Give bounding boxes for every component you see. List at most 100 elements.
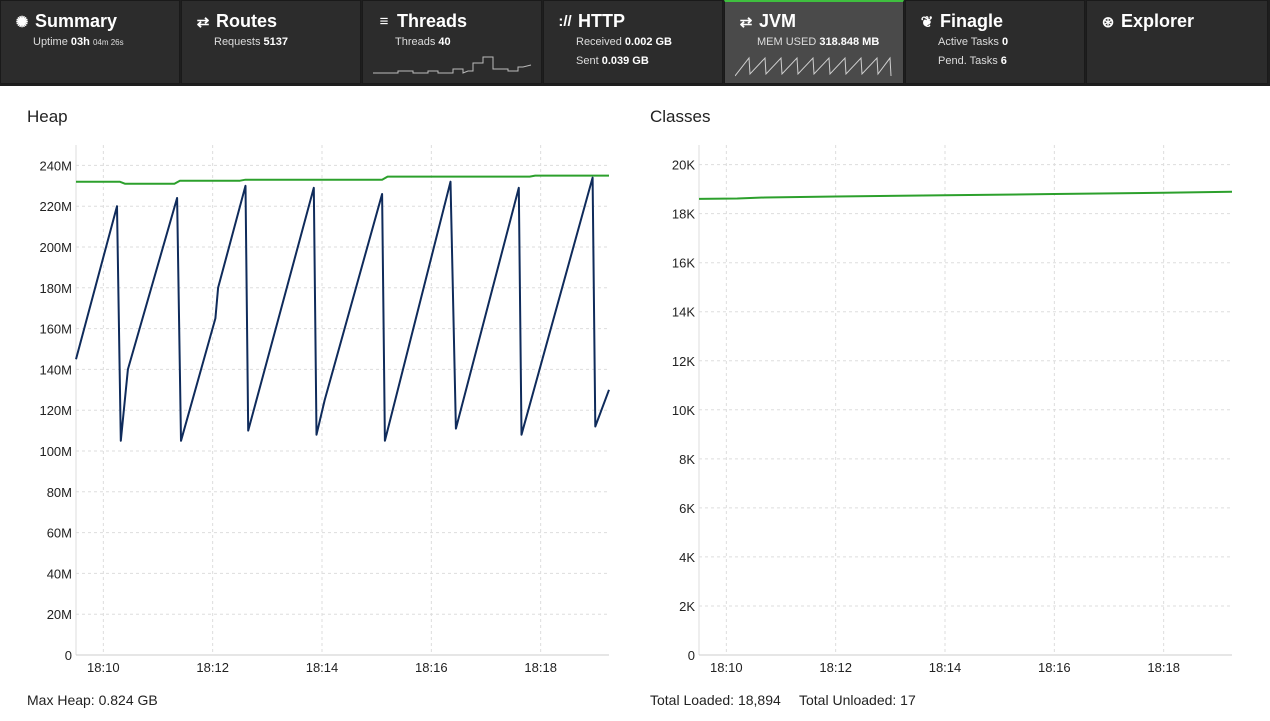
y-tick-label: 200M [39,240,72,255]
threads-value: 40 [438,36,451,48]
series-line-0 [76,174,609,185]
y-tick-label: 0 [65,648,72,663]
received-stat: Received 0.002 GB [576,36,672,48]
requests-stat: Requests 5137 [214,36,288,48]
received-label: Received [576,36,622,48]
threads-icon: ≡ [379,13,389,30]
tab-summary-title: ✺ Summary [13,11,117,32]
tab-jvm-title: ⇄ JVM [737,11,796,32]
mem-used-label: MEM USED [757,36,817,48]
classes-chart: 18:10 18:12 18:14 18:16 18:18 0 2K 4K 6K 8K 10K 12K… [672,145,1233,675]
y-tick-label: 6K [679,501,695,516]
requests-label: Requests [214,36,261,48]
y-tick-label: 80M [47,485,72,500]
total-loaded-label: Total Loaded: 18,894 [650,692,781,708]
sent-value: 0.039 GB [601,55,649,67]
tab-explorer-label: Explorer [1121,11,1195,31]
uptime-minutes: 04m 26s [92,38,124,47]
y-tick-label: 120M [39,403,72,418]
tab-explorer[interactable]: ⊛ Explorer [1086,0,1268,84]
sent-stat: Sent 0.039 GB [576,55,649,67]
tab-http-title: :// HTTP [556,11,625,32]
routes-icon: ⇄ [196,13,210,31]
threads-stat: Threads 40 [395,36,451,48]
x-tick-label: 18:18 [524,660,557,675]
y-tick-label: 8K [679,452,695,467]
sent-label: Sent [576,55,599,67]
total-unloaded-label: Total Unloaded: 17 [799,692,916,708]
heap-chart: 18:10 18:12 18:14 18:16 18:18 0 20M 40M 60M 80M 10… [39,145,610,675]
finagle-icon: ❦ [920,13,934,31]
y-tick-label: 12K [672,354,695,369]
x-tick-label: 18:18 [1147,660,1180,675]
y-tick-label: 60M [47,526,72,541]
explorer-icon: ⊛ [1101,13,1115,31]
x-tick-label: 18:12 [819,660,852,675]
tab-http-label: HTTP [578,11,625,31]
y-tick-label: 20K [672,158,695,173]
y-tick-label: 240M [39,158,72,173]
y-tick-label: 180M [39,281,72,296]
active-tasks-value: 0 [1002,36,1009,48]
x-tick-label: 18:10 [710,660,743,675]
tab-threads[interactable]: ≡ Threads Threads 40 [362,0,542,84]
tab-jvm-label: JVM [759,11,797,31]
y-tick-label: 140M [39,362,72,377]
jvm-sparkline [735,56,892,77]
x-tick-label: 18:16 [1038,660,1071,675]
x-tick-label: 18:16 [415,660,448,675]
threads-label: Threads [395,36,436,48]
y-tick-label: 220M [39,199,72,214]
requests-value: 5137 [263,36,289,48]
pending-tasks-stat: Pend. Tasks 6 [938,55,1007,67]
pending-tasks-label: Pend. Tasks [938,55,998,67]
series-line-0 [698,190,1233,200]
tab-finagle-title: ❦ Finagle [918,11,1003,32]
heap-title: Heap [27,107,68,126]
y-tick-label: 100M [39,444,72,459]
tab-summary[interactable]: ✺ Summary Uptime 03h 04m 26s [0,0,180,84]
tab-http[interactable]: :// HTTP Received 0.002 GB Sent 0.039 GB [543,0,723,84]
tab-routes-title: ⇄ Routes [194,11,277,32]
pending-tasks-value: 6 [1000,55,1007,67]
http-icon: :// [558,13,572,30]
tab-summary-label: Summary [35,11,118,31]
uptime-stat: Uptime 03h 04m 26s [33,36,124,48]
y-tick-label: 20M [47,607,72,622]
y-tick-label: 4K [679,550,695,565]
max-heap-label: Max Heap: 0.824 GB [27,692,158,708]
active-tasks-stat: Active Tasks 0 [938,36,1008,48]
y-tick-label: 0 [688,648,695,663]
top-nav: ✺ Summary Uptime 03h 04m 26s ⇄ Routes Re… [0,0,1270,86]
threads-sparkline [373,56,532,74]
mem-used-value: 318.848 MB [819,36,880,48]
tab-explorer-title: ⊛ Explorer [1099,11,1194,32]
tab-jvm[interactable]: ⇄ JVM MEM USED 318.848 MB [724,0,904,84]
y-tick-label: 16K [672,256,695,271]
tab-finagle[interactable]: ❦ Finagle Active Tasks 0 Pend. Tasks 6 [905,0,1085,84]
y-tick-label: 2K [679,599,695,614]
y-tick-label: 160M [39,322,72,337]
classes-title: Classes [650,107,711,126]
summary-icon: ✺ [15,13,29,31]
x-tick-label: 18:10 [87,660,120,675]
tab-routes[interactable]: ⇄ Routes Requests 5137 [181,0,361,84]
uptime-label: Uptime [33,36,68,48]
series-line-1 [75,176,610,442]
active-tasks-label: Active Tasks [938,36,999,48]
y-tick-label: 14K [672,305,695,320]
tab-finagle-label: Finagle [940,11,1004,31]
x-tick-label: 18:14 [306,660,339,675]
received-value: 0.002 GB [624,36,673,48]
x-tick-label: 18:12 [196,660,229,675]
y-tick-label: 10K [672,403,695,418]
y-tick-label: 18K [672,207,695,222]
x-tick-label: 18:14 [929,660,962,675]
tab-threads-label: Threads [397,11,468,31]
uptime-hours: 03h [70,36,90,48]
tab-threads-title: ≡ Threads [375,11,467,32]
y-tick-label: 40M [47,566,72,581]
jvm-icon: ⇄ [739,13,753,31]
tab-routes-label: Routes [216,11,278,31]
mem-used-stat: MEM USED 318.848 MB [757,36,879,48]
